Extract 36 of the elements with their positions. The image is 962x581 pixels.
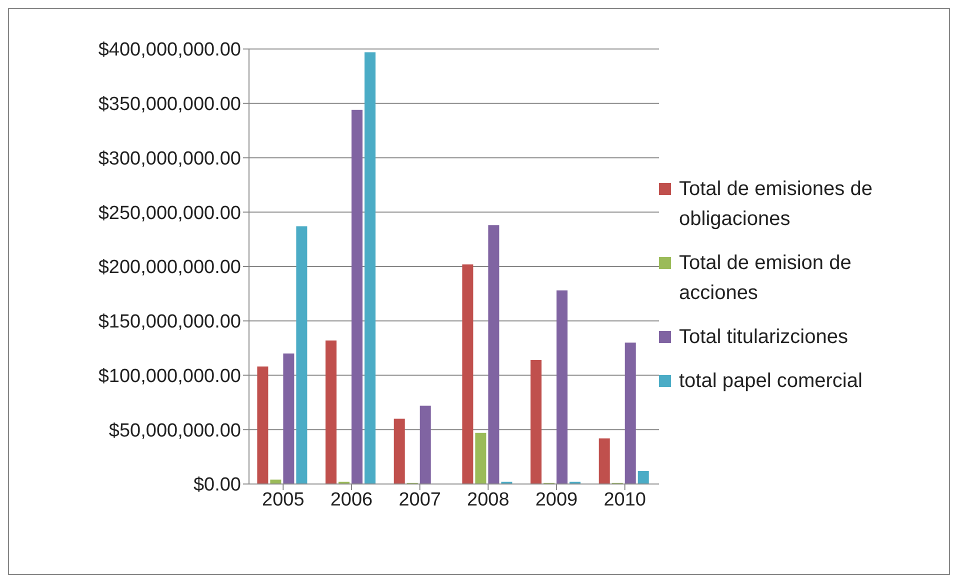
x-tick-label: 2010 [604, 489, 646, 510]
bar [475, 432, 486, 484]
bar [326, 340, 337, 484]
bar [257, 366, 268, 484]
x-tick-label: 2006 [330, 489, 373, 510]
bar [270, 480, 282, 484]
bar [462, 264, 474, 484]
x-tick-label: 2009 [535, 489, 578, 510]
x-tick-label: 2008 [467, 489, 510, 510]
y-tick-label: $0.00 [193, 474, 241, 496]
x-tick-label: 2005 [262, 489, 304, 510]
bar [352, 110, 363, 484]
y-tick-label: $200,000,000.00 [98, 257, 241, 278]
bar [364, 52, 376, 484]
legend-label: Total de emision de acciones [679, 250, 852, 306]
bar [420, 406, 431, 484]
y-tick-label: $250,000,000.00 [98, 202, 241, 224]
bar [394, 418, 405, 484]
legend-label: Total de emisiones de obligaciones [679, 176, 874, 232]
y-tick-label: $50,000,000.00 [108, 420, 241, 442]
bar [556, 290, 568, 484]
y-tick-label: $150,000,000.00 [98, 312, 241, 333]
bar [624, 342, 636, 484]
legend-label: total papel comercial [679, 368, 862, 394]
bar [488, 225, 500, 484]
x-tick-label: 2007 [398, 489, 441, 510]
y-tick-label: $400,000,000.00 [98, 40, 241, 61]
bar [638, 470, 649, 484]
y-tick-label: $100,000,000.00 [98, 366, 241, 387]
y-tick-label: $350,000,000.00 [98, 94, 241, 116]
legend-label: Total titularizciones [679, 324, 848, 350]
bar [296, 226, 308, 484]
bar [598, 438, 610, 484]
bar [283, 354, 294, 484]
y-tick-label: $300,000,000.00 [98, 148, 241, 170]
bar [530, 360, 542, 484]
